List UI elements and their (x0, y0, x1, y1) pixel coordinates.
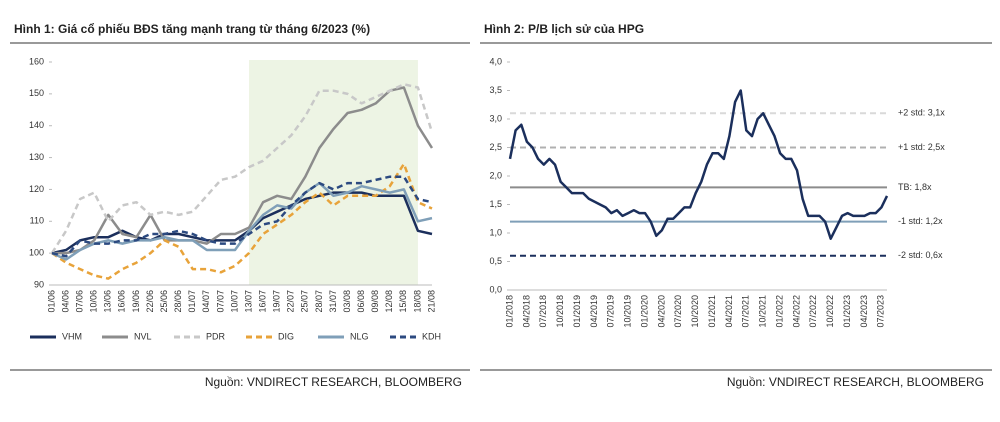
x-tick-label: 28/07 (314, 290, 324, 313)
x-tick-label: 10/06 (89, 290, 99, 313)
x-tick-label: 07/2018 (538, 295, 548, 328)
y-tick-label: 120 (29, 184, 44, 194)
series-line (508, 89, 889, 240)
y-tick-label: 3,5 (489, 85, 502, 95)
x-tick-label: 19/07 (272, 290, 282, 313)
x-tick-label: 22/06 (145, 290, 155, 313)
x-tick-label: 25/06 (159, 290, 169, 313)
x-tick-label: 07/2020 (673, 295, 683, 328)
x-tick-label: 04/2020 (656, 295, 666, 328)
x-tick-label: 01/06 (46, 290, 56, 313)
x-tick-label: 01/2022 (774, 295, 784, 328)
source-note: Nguồn: VNDIRECT RESEARCH, BLOOMBERG (205, 375, 462, 389)
y-tick-label: 2,5 (489, 142, 502, 152)
x-tick-label: 22/07 (286, 290, 296, 313)
y-tick-label: 100 (29, 248, 44, 258)
x-tick-label: 04/07 (201, 290, 211, 313)
x-tick-label: 07/2021 (741, 295, 751, 328)
x-tick-label: 31/07 (328, 290, 338, 313)
x-tick-label: 10/2018 (555, 295, 565, 328)
y-tick-label: 140 (29, 120, 44, 130)
x-tick-label: 04/2023 (859, 295, 869, 328)
x-tick-label: 03/08 (342, 290, 352, 313)
x-tick-label: 04/2022 (791, 295, 801, 328)
series-line (50, 83, 434, 254)
legend-label: NVL (134, 331, 152, 341)
series-line (51, 175, 433, 258)
x-tick-label: 10/2021 (758, 295, 768, 328)
x-tick-label: 04/06 (60, 290, 70, 313)
chart-title: Hình 2: P/B lịch sử của HPG (484, 22, 644, 36)
x-tick-label: 16/06 (117, 290, 127, 313)
legend-label: KDH (422, 331, 441, 341)
y-tick-label: 160 (29, 56, 44, 66)
x-tick-label: 15/08 (398, 290, 408, 313)
y-tick-label: 110 (30, 216, 44, 226)
y-tick-label: 0,5 (489, 256, 502, 266)
x-tick-label: 12/08 (384, 290, 394, 313)
y-tick-label: 4,0 (489, 56, 502, 66)
legend-label: VHM (62, 331, 82, 341)
x-tick-label: 04/2019 (589, 295, 599, 328)
x-tick-label: 06/08 (356, 290, 366, 313)
x-tick-label: 10/07 (229, 290, 239, 313)
series-line (51, 191, 433, 255)
x-tick-label: 25/07 (300, 290, 310, 313)
x-tick-label: 01/2023 (842, 295, 852, 328)
legend-label: DIG (278, 331, 294, 341)
chart-title: Hình 1: Giá cổ phiếu BĐS tăng mạnh trang… (14, 22, 370, 36)
x-tick-label: 07/2023 (876, 295, 886, 328)
reference-label: +2 std: 3,1x (898, 108, 945, 118)
y-tick-label: 1,0 (489, 227, 502, 237)
y-tick-label: 2,0 (489, 170, 502, 180)
y-tick-label: 3,0 (489, 113, 502, 123)
highlight-band (249, 60, 418, 285)
x-tick-label: 28/06 (173, 290, 183, 313)
x-tick-label: 10/2022 (825, 295, 835, 328)
x-tick-label: 01/2020 (639, 295, 649, 328)
x-tick-label: 01/07 (187, 290, 197, 313)
x-tick-label: 07/07 (215, 290, 225, 313)
x-tick-label: 01/2018 (504, 295, 514, 328)
y-tick-label: 1,5 (489, 199, 502, 209)
x-tick-label: 01/2021 (707, 295, 717, 328)
series-line (52, 86, 434, 255)
x-tick-label: 21/08 (426, 290, 436, 313)
x-tick-label: 13/06 (103, 290, 113, 313)
x-tick-label: 10/2020 (690, 295, 700, 328)
x-tick-label: 04/2018 (521, 295, 531, 328)
x-tick-label: 10/2019 (623, 295, 633, 328)
reference-label: -2 std: 0,6x (898, 250, 943, 260)
legend-label: PDR (206, 331, 226, 341)
x-tick-label: 16/07 (257, 290, 267, 313)
x-tick-label: 07/06 (75, 290, 85, 313)
y-tick-label: 0,0 (489, 284, 502, 294)
reference-label: +1 std: 2,5x (898, 142, 945, 152)
reference-label: -1 std: 1,2x (898, 216, 943, 226)
y-tick-label: 150 (29, 88, 44, 98)
source-note: Nguồn: VNDIRECT RESEARCH, BLOOMBERG (727, 375, 984, 389)
x-tick-label: 19/06 (131, 290, 141, 313)
x-tick-label: 07/2022 (808, 295, 818, 328)
x-tick-label: 07/2019 (606, 295, 616, 328)
y-tick-label: 130 (29, 152, 44, 162)
x-tick-label: 13/07 (243, 290, 253, 313)
legend-label: NLG (350, 331, 369, 341)
reference-label: TB: 1,8x (898, 182, 932, 192)
series-line (51, 162, 433, 280)
y-tick-label: 90 (34, 279, 44, 289)
x-tick-label: 09/08 (370, 290, 380, 313)
x-tick-label: 04/2021 (724, 295, 734, 328)
x-tick-label: 01/2019 (572, 295, 582, 328)
x-tick-label: 18/08 (412, 290, 422, 313)
